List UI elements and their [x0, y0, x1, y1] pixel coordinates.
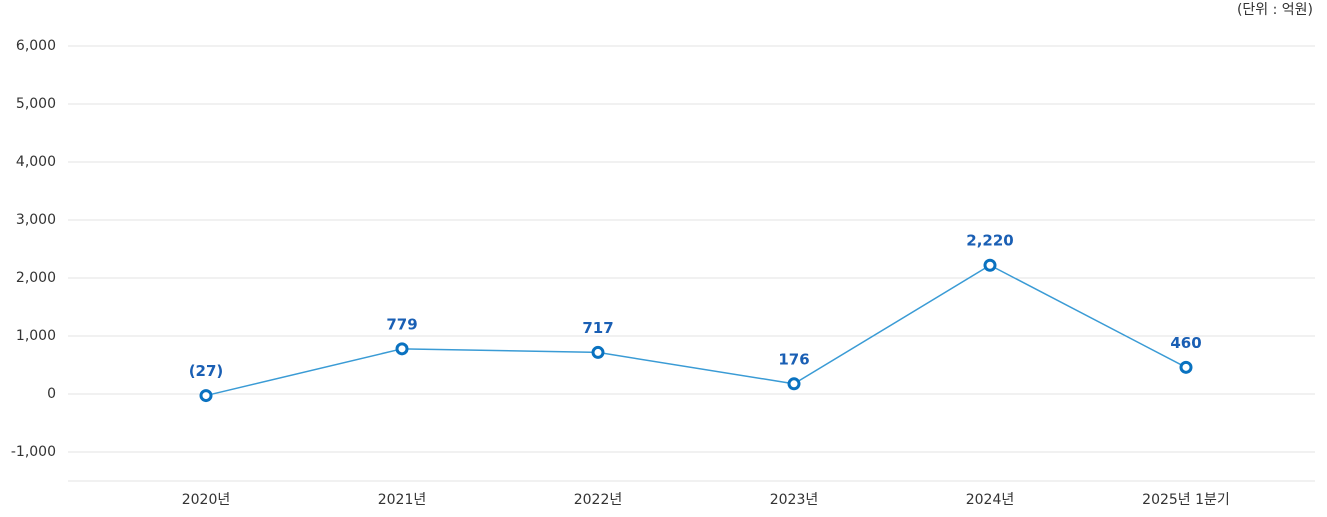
y-tick-label: -1,000	[11, 444, 56, 460]
value-label: 717	[582, 319, 613, 337]
x-tick-label: 2025년 1분기	[1142, 492, 1230, 508]
x-tick-label: 2024년	[966, 492, 1015, 508]
y-tick-label: 2,000	[16, 270, 56, 286]
marker	[1179, 360, 1193, 374]
value-label: 460	[1170, 334, 1201, 352]
y-tick-label: 1,000	[16, 328, 56, 344]
x-tick-label: 2021년	[378, 492, 427, 508]
value-label: 779	[386, 315, 417, 333]
marker	[983, 258, 997, 272]
line	[205, 264, 1187, 397]
y-tick-label: 6,000	[16, 38, 56, 54]
marker	[199, 389, 213, 403]
value-label: 2,220	[966, 232, 1013, 250]
x-tick-label: 2023년	[770, 492, 819, 508]
y-tick-label: 0	[47, 386, 56, 402]
value-label: (27)	[189, 362, 224, 380]
y-tick-label: 3,000	[16, 212, 56, 228]
marker	[395, 342, 409, 356]
marker	[591, 345, 605, 359]
x-tick-label: 2022년	[574, 492, 623, 508]
y-tick-label: 4,000	[16, 154, 56, 170]
marker	[787, 377, 801, 391]
value-label: 176	[778, 350, 809, 368]
x-tick-label: 2020년	[182, 492, 231, 508]
y-tick-label: 5,000	[16, 96, 56, 112]
unit-note: (단위 : 억원)	[1237, 2, 1313, 18]
